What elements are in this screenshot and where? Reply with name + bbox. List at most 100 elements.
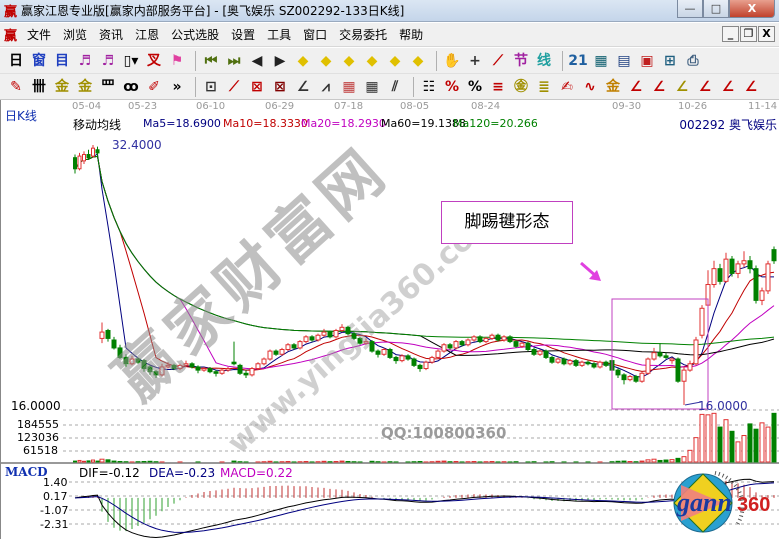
candle bbox=[622, 375, 626, 380]
candle bbox=[556, 359, 560, 362]
gold-circle-icon[interactable]: ㊎ bbox=[511, 77, 531, 97]
menu-help[interactable]: 帮助 bbox=[393, 26, 429, 43]
god-angle-icon[interactable]: ∠ bbox=[695, 77, 715, 97]
menu-logo-icon[interactable]: 赢 bbox=[4, 25, 17, 44]
candle bbox=[256, 364, 260, 369]
wave-icon[interactable]: ∿ bbox=[580, 77, 600, 97]
indicator9-icon[interactable]: ♬ bbox=[98, 51, 118, 71]
calendar-icon[interactable]: 21 bbox=[568, 51, 588, 71]
candle bbox=[322, 332, 326, 335]
candle-type-icon[interactable]: ▯▾ bbox=[121, 51, 141, 71]
menu-formula-screen[interactable]: 公式选股 bbox=[165, 26, 225, 43]
menu-file[interactable]: 文件 bbox=[21, 26, 57, 43]
menu-browse[interactable]: 浏览 bbox=[57, 26, 93, 43]
matrix2-icon[interactable]: ▦ bbox=[362, 77, 382, 97]
j-angle-icon[interactable]: ∠ bbox=[626, 77, 646, 97]
crosshair-icon[interactable]: + bbox=[465, 51, 485, 71]
menu-gann[interactable]: 江恩 bbox=[129, 26, 165, 43]
volume-tick: 123036 bbox=[17, 431, 59, 444]
angle-icon[interactable]: ∠ bbox=[293, 77, 313, 97]
percent-line-icon[interactable]: ≡ bbox=[488, 77, 508, 97]
brush-icon[interactable]: ✍ bbox=[557, 77, 577, 97]
flag-icon[interactable]: ⚑ bbox=[167, 51, 187, 71]
hand-icon[interactable]: ✋ bbox=[442, 51, 462, 71]
date-tick: 05-04 bbox=[72, 101, 101, 112]
draw-line-icon[interactable]: ⟋ bbox=[488, 51, 508, 71]
grid-icon[interactable]: 卌 bbox=[29, 77, 49, 97]
candle bbox=[394, 357, 398, 360]
gold-bar-icon[interactable]: 金 bbox=[603, 77, 623, 97]
right-icon[interactable]: ▶ bbox=[270, 51, 290, 71]
menu-tools[interactable]: 工具 bbox=[261, 26, 297, 43]
parallel-icon[interactable]: ⫽ bbox=[385, 77, 405, 97]
percent-icon[interactable]: % bbox=[465, 77, 485, 97]
menu-window[interactable]: 窗口 bbox=[297, 26, 333, 43]
mdi-minimize-button[interactable]: _ bbox=[722, 26, 739, 42]
zigzag-icon[interactable]: ⩘ bbox=[316, 77, 336, 97]
menu-settings[interactable]: 设置 bbox=[225, 26, 261, 43]
zoom-in-icon[interactable]: ◆ bbox=[339, 51, 359, 71]
section-icon[interactable]: 节 bbox=[511, 51, 531, 71]
ticks-icon[interactable]: ☷ bbox=[419, 77, 439, 97]
percent-fan-icon[interactable]: % bbox=[442, 77, 462, 97]
close-button[interactable]: X bbox=[729, 0, 775, 18]
menu-info[interactable]: 资讯 bbox=[93, 26, 129, 43]
gann-box-icon[interactable]: ⊠ bbox=[247, 77, 267, 97]
indicator3-icon[interactable]: ♬ bbox=[75, 51, 95, 71]
list-icon[interactable]: 目 bbox=[52, 51, 72, 71]
indicator-name[interactable]: 移动均线 bbox=[73, 116, 121, 133]
save-icon[interactable]: ▣ bbox=[637, 51, 657, 71]
fork-icon[interactable]: 罒 bbox=[98, 77, 118, 97]
candle bbox=[694, 340, 698, 364]
candle bbox=[382, 350, 386, 355]
gold-line-icon[interactable]: ≣ bbox=[534, 77, 554, 97]
notes-icon[interactable]: ▤ bbox=[614, 51, 634, 71]
box-icon[interactable]: ⊡ bbox=[201, 77, 221, 97]
spiral-icon[interactable]: ꝏ bbox=[121, 77, 141, 97]
candle bbox=[634, 376, 638, 381]
zoom-out-icon[interactable]: ◆ bbox=[362, 51, 382, 71]
gold2-icon[interactable]: 金 bbox=[75, 77, 95, 97]
calculator-icon[interactable]: ▦ bbox=[591, 51, 611, 71]
shift-left-icon[interactable]: ◆ bbox=[293, 51, 313, 71]
candle bbox=[388, 350, 392, 358]
candle bbox=[454, 342, 458, 348]
window-icon[interactable]: 窗 bbox=[29, 51, 49, 71]
matrix-icon[interactable]: ▦ bbox=[339, 77, 359, 97]
shrink-icon[interactable]: ◆ bbox=[408, 51, 428, 71]
cross-out-icon[interactable]: 叉 bbox=[144, 51, 164, 71]
left-icon[interactable]: ◀ bbox=[247, 51, 267, 71]
shift-right-icon[interactable]: ◆ bbox=[316, 51, 336, 71]
fan-icon[interactable]: ⟋ bbox=[224, 77, 244, 97]
candle bbox=[214, 372, 218, 374]
title-bar: 赢 赢家江恩专业版[赢家内部服务平台] - [奥飞娱乐 SZ002292-133… bbox=[0, 0, 779, 22]
win-angle-icon[interactable]: ∠ bbox=[718, 77, 738, 97]
maximize-button[interactable]: □ bbox=[703, 0, 729, 18]
expand-icon[interactable]: ◆ bbox=[385, 51, 405, 71]
gold1-icon[interactable]: 金 bbox=[52, 77, 72, 97]
ma20-value: Ma20=18.2930 bbox=[301, 117, 386, 130]
gann-square-icon[interactable]: ⊠ bbox=[270, 77, 290, 97]
line-icon[interactable]: 线 bbox=[534, 51, 554, 71]
macd-name[interactable]: MACD bbox=[5, 465, 48, 479]
mdi-restore-button[interactable]: ❐ bbox=[740, 26, 757, 42]
first-icon[interactable]: ⏮ bbox=[201, 51, 221, 71]
mdi-close-button[interactable]: X bbox=[758, 26, 775, 42]
gold-angle-icon[interactable]: ∠ bbox=[672, 77, 692, 97]
more-icon[interactable]: » bbox=[167, 77, 187, 97]
trade-icon[interactable]: ⎙ bbox=[683, 51, 703, 71]
period-select[interactable]: 日▾ bbox=[6, 51, 26, 71]
ruler-icon[interactable]: ✐ bbox=[144, 77, 164, 97]
pencil-icon[interactable]: ✎ bbox=[6, 77, 26, 97]
last-icon[interactable]: ⏭ bbox=[224, 51, 244, 71]
candle bbox=[292, 345, 296, 348]
minimize-button[interactable]: — bbox=[677, 0, 703, 18]
candle bbox=[184, 364, 188, 366]
f-angle-icon[interactable]: ∠ bbox=[649, 77, 669, 97]
four-angle-icon[interactable]: ∠ bbox=[741, 77, 761, 97]
macd-tick: -2.31 bbox=[40, 518, 68, 531]
network-icon[interactable]: ⊞ bbox=[660, 51, 680, 71]
menu-trade[interactable]: 交易委托 bbox=[333, 26, 393, 43]
date-tick: 06-29 bbox=[265, 101, 294, 112]
